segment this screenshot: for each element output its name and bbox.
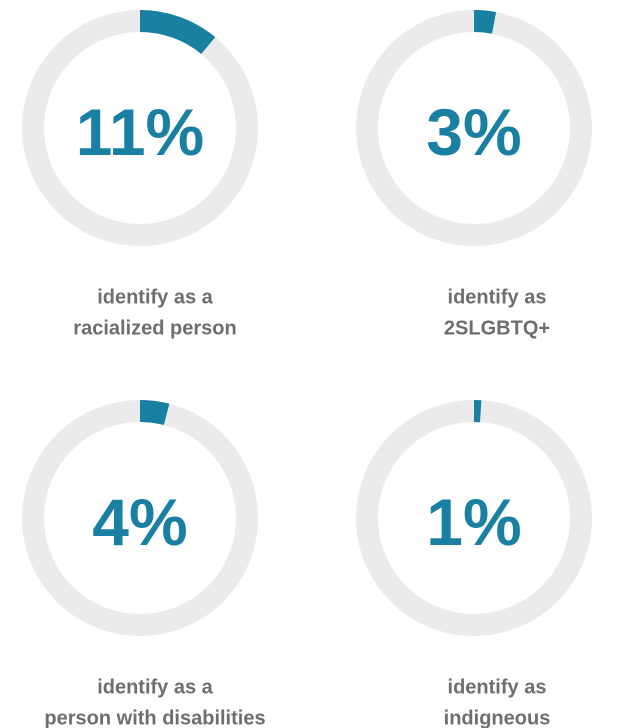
ring-arc — [356, 400, 592, 636]
caption: person with disabilities — [44, 707, 265, 728]
caption: identify as a — [97, 676, 213, 698]
caption: identify as a — [97, 286, 213, 308]
caption: 2SLGBTQ+ — [444, 317, 550, 339]
percent-label: 11% — [76, 95, 204, 169]
percent-label: 1% — [426, 485, 521, 559]
percent-label: 3% — [426, 95, 521, 169]
caption: identify as — [448, 676, 547, 698]
ring-arc — [22, 400, 258, 636]
caption: racialized person — [73, 317, 236, 339]
caption: indigneous — [444, 707, 551, 728]
ring-arc — [22, 10, 258, 246]
caption: identify as — [448, 286, 547, 308]
percent-label: 4% — [92, 485, 187, 559]
ring-arc — [356, 10, 592, 246]
